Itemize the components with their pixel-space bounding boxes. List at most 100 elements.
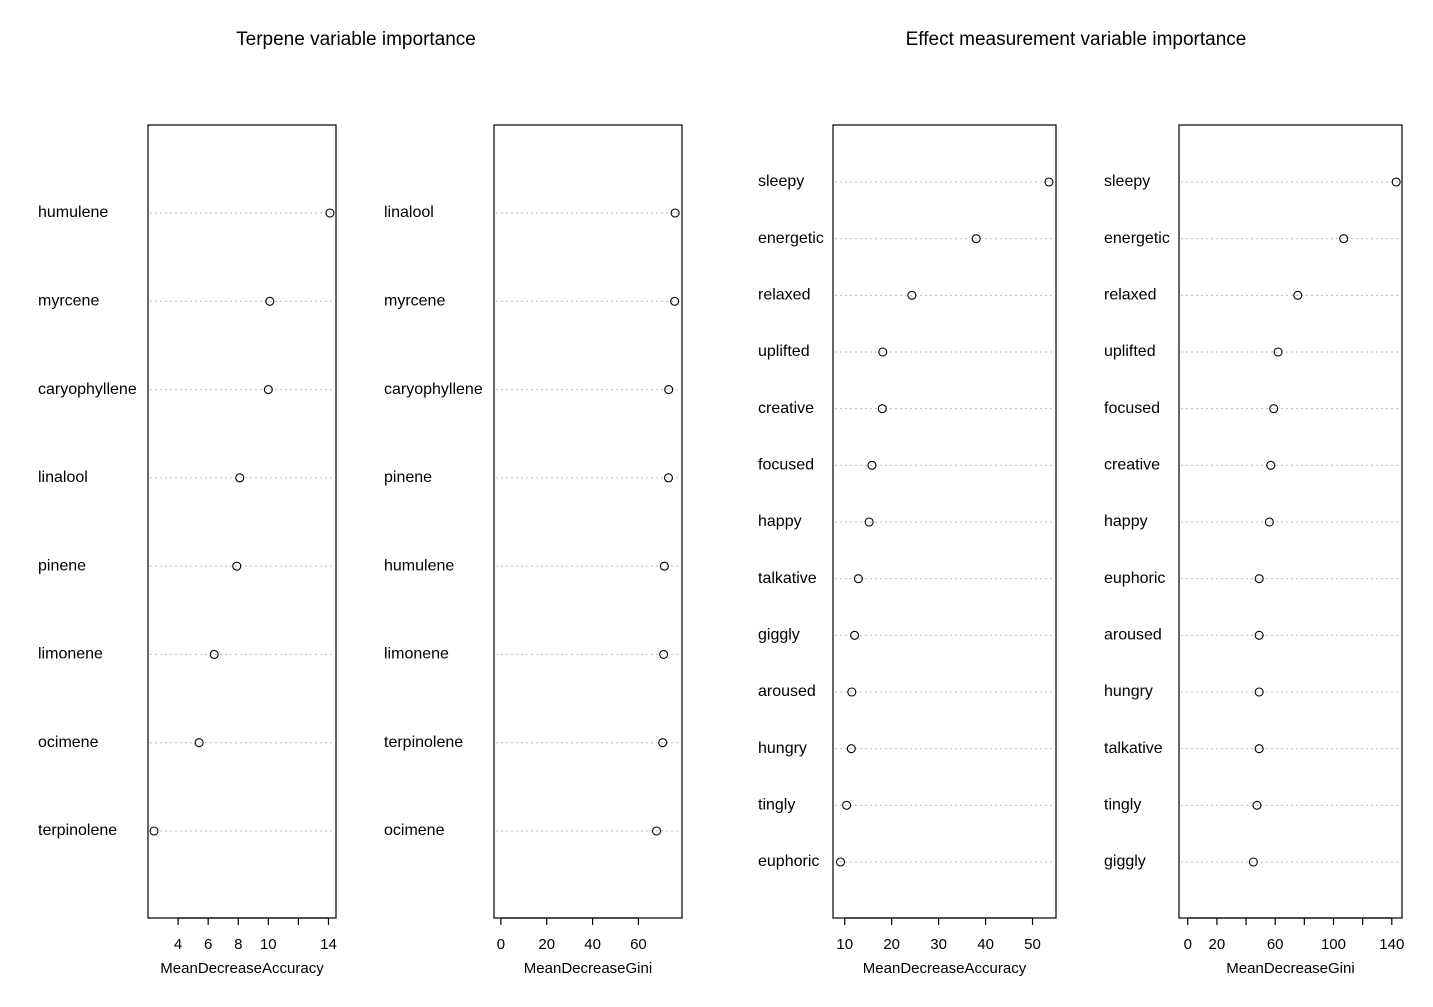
row-label: terpinolene — [38, 822, 117, 839]
x-tick-label: 60 — [630, 936, 647, 953]
x-tick-label: 4 — [174, 936, 182, 953]
data-point — [842, 800, 852, 810]
x-tick-label: 10 — [836, 936, 853, 953]
row-label: happy — [1104, 513, 1148, 530]
row-label: hungry — [758, 740, 807, 757]
panels: humulene myrcene caryophyllene linalool pine… — [38, 124, 1404, 977]
data-point — [209, 649, 219, 659]
row-label: myrcene — [38, 293, 99, 310]
data-point — [1273, 347, 1283, 357]
row-label: creative — [758, 400, 814, 417]
row-label: focused — [758, 457, 814, 474]
row-label: energetic — [758, 230, 824, 247]
row-label: linalool — [384, 204, 434, 221]
row-label: euphoric — [1104, 570, 1165, 587]
x-tick-label: 0 — [497, 936, 505, 953]
x-tick-label: 14 — [320, 936, 337, 953]
row-label: aroused — [758, 683, 816, 700]
x-tick-label: 100 — [1321, 936, 1346, 953]
data-point — [1293, 290, 1303, 300]
data-point — [853, 574, 863, 584]
data-point — [670, 296, 680, 306]
row-label: talkative — [758, 570, 817, 587]
data-point — [1391, 177, 1401, 187]
row-label: energetic — [1104, 230, 1170, 247]
row-label: sleepy — [758, 173, 804, 190]
data-point — [864, 517, 874, 527]
x-tick-label: 20 — [883, 936, 900, 953]
row-label: humulene — [384, 557, 454, 574]
row-label: ocimene — [38, 734, 99, 751]
x-axis-title: MeanDecreaseGini — [524, 960, 652, 977]
panel-2: linalool myrcene caryophyllene pinene humule… — [384, 124, 683, 977]
data-point — [1266, 460, 1276, 470]
row-label: tingly — [758, 797, 795, 814]
x-tick-label: 60 — [1267, 936, 1284, 953]
row-label: happy — [758, 513, 802, 530]
x-tick-label: 0 — [1184, 936, 1192, 953]
row-label: limonene — [38, 646, 103, 663]
panel-4: sleepy energetic relaxed uplifted focused cre… — [1104, 124, 1404, 977]
row-label: creative — [1104, 457, 1160, 474]
data-point — [1254, 744, 1264, 754]
x-tick-label: 6 — [204, 936, 212, 953]
row-label: aroused — [1104, 627, 1162, 644]
x-axis-title: MeanDecreaseGini — [1226, 960, 1354, 977]
data-point — [663, 473, 674, 483]
x-tick-label: 40 — [584, 936, 601, 953]
data-point — [325, 208, 335, 218]
data-point — [659, 561, 669, 571]
row-label: hungry — [1104, 683, 1153, 700]
data-point — [1044, 177, 1054, 187]
data-point — [971, 234, 981, 244]
right-group-title: Effect measurement variable importance — [906, 29, 1247, 50]
panel-3: sleepy energetic relaxed uplifted creative fo… — [758, 124, 1057, 977]
data-point — [850, 630, 860, 640]
data-point — [878, 347, 888, 357]
data-point — [194, 738, 204, 748]
row-label: caryophyllene — [38, 381, 137, 398]
row-label: tingly — [1104, 797, 1141, 814]
row-label: relaxed — [1104, 287, 1156, 304]
x-tick-label: 30 — [930, 936, 947, 953]
plot-frame — [493, 124, 683, 919]
data-point — [664, 385, 674, 395]
x-axis-title: MeanDecreaseAccuracy — [160, 960, 324, 977]
x-tick-label: 10 — [260, 936, 277, 953]
row-label: uplifted — [1104, 343, 1156, 360]
data-point — [1248, 857, 1258, 867]
row-label: linalool — [38, 469, 88, 486]
data-point — [1264, 517, 1274, 527]
data-point — [232, 561, 242, 571]
row-label: terpinolene — [384, 734, 463, 751]
data-point — [846, 744, 856, 754]
data-point — [1254, 574, 1264, 584]
left-group-title: Terpene variable importance — [236, 29, 476, 50]
x-tick-label: 20 — [538, 936, 555, 953]
row-label: caryophyllene — [384, 381, 483, 398]
row-label: focused — [1104, 400, 1160, 417]
row-label: giggly — [758, 627, 800, 644]
plot-frame — [147, 124, 337, 919]
data-point — [670, 208, 680, 218]
data-point — [149, 826, 159, 836]
panel-1: humulene myrcene caryophyllene linalool pine… — [38, 124, 337, 977]
data-point — [652, 826, 662, 836]
x-tick-label: 50 — [1024, 936, 1041, 953]
row-label: limonene — [384, 646, 449, 663]
data-point — [907, 290, 917, 300]
data-point — [265, 296, 275, 306]
data-point — [835, 857, 846, 867]
row-label: relaxed — [758, 287, 810, 304]
row-label: myrcene — [384, 293, 445, 310]
x-axis-title: MeanDecreaseAccuracy — [863, 960, 1027, 977]
x-tick-label: 140 — [1379, 936, 1404, 953]
row-label: talkative — [1104, 740, 1163, 757]
data-point — [1269, 404, 1279, 414]
data-point — [659, 649, 669, 659]
x-tick-label: 40 — [977, 936, 994, 953]
row-label: pinene — [384, 469, 432, 486]
row-label: pinene — [38, 557, 86, 574]
data-point — [1339, 234, 1349, 244]
